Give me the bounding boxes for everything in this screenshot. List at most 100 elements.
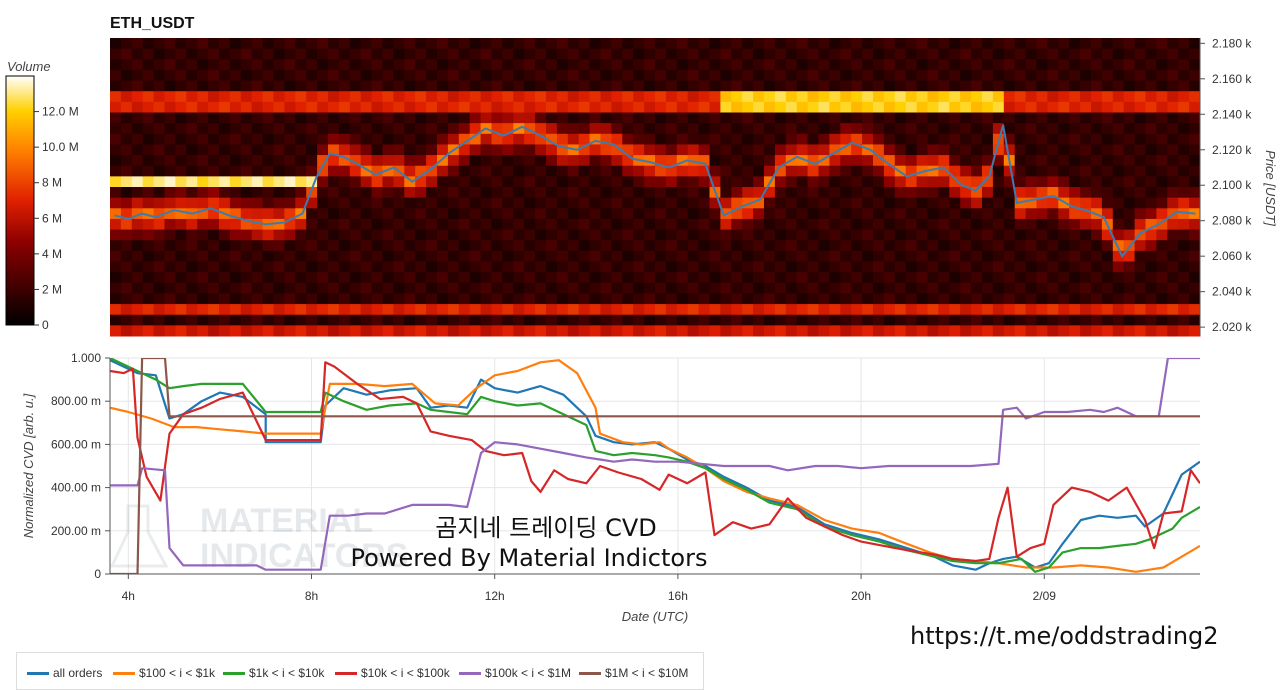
heatmap-cell: [546, 80, 558, 92]
heatmap-cell: [916, 112, 928, 124]
heatmap-cell: [578, 38, 591, 50]
heatmap-cell: [1069, 218, 1081, 231]
heatmap-cell: [600, 229, 612, 241]
heatmap-cell: [971, 325, 983, 337]
legend-item-1m-10m[interactable]: $1M < i < $10M: [579, 666, 688, 680]
heatmap-cell: [1047, 155, 1059, 167]
legend-item-100-1k[interactable]: $100 < i < $1k: [113, 666, 215, 680]
heatmap-cell: [753, 314, 765, 326]
heatmap-cell: [894, 293, 907, 305]
heatmap-cell: [338, 325, 351, 337]
heatmap-cell: [131, 155, 144, 167]
heatmap-cell: [404, 144, 416, 156]
telegram-url[interactable]: https://t.me/oddstrading2: [910, 622, 1219, 650]
heatmap-cell: [197, 208, 209, 220]
heatmap-cell: [655, 176, 667, 188]
heatmap-cell: [164, 304, 176, 316]
heatmap-cell: [1178, 38, 1190, 50]
heatmap-cell: [633, 197, 645, 209]
heatmap-cell: [1003, 48, 1016, 60]
heatmap-cell: [513, 250, 525, 262]
heatmap-y-axis-label: Price [USDT]: [1263, 150, 1278, 226]
heatmap-cell: [437, 261, 449, 273]
legend-item-all-orders[interactable]: all orders: [27, 666, 102, 680]
heatmap-cell: [1036, 293, 1048, 305]
heatmap-cell: [611, 133, 623, 145]
heatmap-cell: [731, 69, 743, 82]
heatmap-cell: [437, 229, 449, 241]
heatmap-cell: [600, 218, 612, 231]
heatmap-cell: [720, 240, 732, 252]
heatmap-cell: [1036, 165, 1048, 177]
heatmap-cell: [894, 187, 907, 199]
heatmap-cell: [883, 272, 896, 284]
heatmap-cell: [1145, 218, 1157, 231]
heatmap-cell: [131, 59, 144, 71]
heatmap-cell: [633, 144, 645, 156]
heatmap-cell: [676, 218, 689, 231]
heatmap-cell: [328, 282, 340, 294]
heatmap-cell: [949, 293, 961, 305]
heatmap-cell: [927, 208, 939, 220]
heatmap-cell: [1014, 314, 1027, 326]
heatmap-cell: [349, 38, 362, 50]
heatmap-cell: [753, 91, 765, 103]
heatmap-cell: [905, 304, 918, 316]
heatmap-cell: [633, 101, 645, 113]
heatmap-cell: [1003, 293, 1016, 305]
heatmap-cell: [676, 272, 689, 284]
heatmap-cell: [513, 80, 525, 92]
heatmap-cell: [175, 325, 187, 337]
heatmap-cell: [949, 187, 961, 199]
heatmap-cell: [1047, 38, 1059, 50]
heatmap-cell: [1178, 282, 1190, 294]
heatmap-cell: [698, 165, 710, 177]
heatmap-cell: [644, 59, 656, 71]
heatmap-cell: [295, 282, 307, 294]
heatmap-cell: [851, 59, 863, 71]
heatmap-cell: [1036, 282, 1048, 294]
heatmap-cell: [1091, 133, 1103, 145]
heatmap-cell: [1167, 314, 1179, 326]
heatmap-cell: [240, 165, 253, 177]
heatmap-cell: [546, 229, 558, 241]
heatmap-cell: [676, 261, 689, 273]
heatmap-cell: [676, 38, 689, 50]
heatmap-cell: [1058, 176, 1070, 188]
heatmap-cell: [578, 101, 591, 113]
heatmap-cell: [502, 293, 514, 305]
legend-item-1k-10k[interactable]: $1k < i < $10k: [223, 666, 324, 680]
heatmap-cell: [110, 272, 122, 284]
heatmap-cell: [807, 144, 819, 156]
heatmap-cell: [164, 272, 176, 284]
heatmap-cell: [349, 144, 362, 156]
heatmap-cell: [927, 80, 939, 92]
heatmap-cell: [262, 240, 274, 252]
legend-item-10k-100k[interactable]: $10k < i < $100k: [335, 666, 450, 680]
heatmap-cell: [317, 240, 329, 252]
heatmap-cell: [600, 197, 612, 209]
heatmap-cell: [1058, 48, 1070, 60]
heatmap-cell: [644, 282, 656, 294]
heatmap-cell: [273, 240, 285, 252]
heatmap-cell: [153, 325, 165, 337]
heatmap-cell: [644, 123, 656, 135]
heatmap-cell: [665, 38, 678, 50]
heatmap-cell: [622, 272, 634, 284]
heatmap-cell: [447, 80, 460, 92]
heatmap-cell: [992, 197, 1005, 209]
legend-item-100k-1m[interactable]: $100k < i < $1M: [459, 666, 571, 680]
heatmap-cell: [1091, 80, 1103, 92]
heatmap-cell: [1069, 59, 1081, 71]
heatmap-cell: [546, 187, 558, 199]
heatmap-cell: [458, 38, 471, 50]
heatmap-cell: [110, 261, 122, 273]
heatmap-cell: [1156, 155, 1168, 167]
heatmap-cell: [1036, 91, 1048, 103]
heatmap-cell: [219, 293, 231, 305]
heatmap-cell: [1025, 261, 1037, 273]
heatmap-cell: [349, 165, 362, 177]
heatmap-cell: [1101, 133, 1114, 145]
legend-label: all orders: [53, 666, 103, 680]
heatmap-cell: [164, 282, 176, 294]
